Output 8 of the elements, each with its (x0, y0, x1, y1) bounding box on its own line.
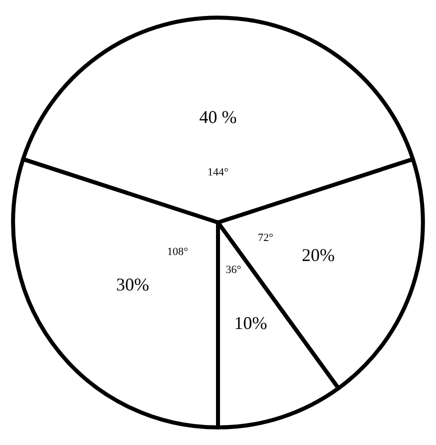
text: 72° (258, 232, 274, 244)
text: 144° (208, 166, 228, 178)
data-label: 40 % (199, 107, 237, 128)
text: 36° (226, 264, 242, 276)
data-label: 10% (234, 312, 268, 333)
data-label: 20% (302, 245, 335, 266)
text: 108° (167, 246, 188, 258)
data-label: 30% (116, 274, 150, 294)
